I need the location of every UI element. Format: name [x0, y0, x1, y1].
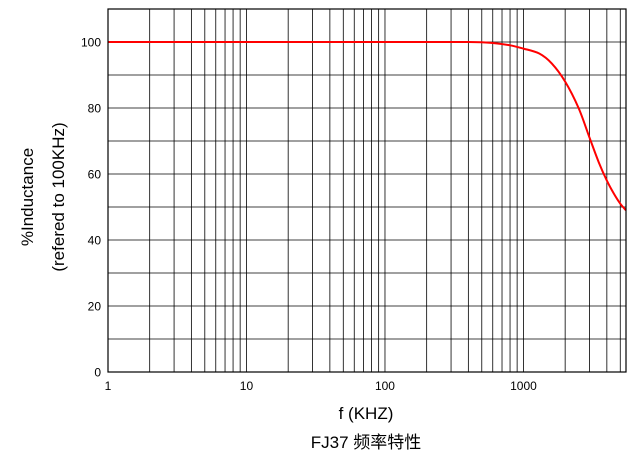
plot-frame — [107, 8, 627, 373]
y-tick-label: 20 — [88, 300, 102, 314]
y-tick-label: 60 — [88, 168, 102, 182]
y-tick-label: 40 — [88, 234, 102, 248]
x-tick-label: 1000 — [510, 379, 537, 393]
x-tick-label: 1 — [105, 379, 112, 393]
series-layer — [108, 40, 627, 211]
chart-title: FJ37 频率特性 — [311, 433, 422, 452]
x-axis-label: f (KHZ) — [339, 404, 394, 423]
y-tick-label: 80 — [88, 102, 102, 116]
x-tick-label: 10 — [240, 379, 254, 393]
y-axis-label-line-1: %Inductance — [18, 148, 37, 246]
y-tick-label: 0 — [94, 366, 101, 380]
y-tick-label: 100 — [81, 36, 101, 50]
grid — [108, 9, 626, 372]
y-axis-label-line-2: (refered to 100KHz) — [49, 122, 68, 271]
series-line — [108, 40, 627, 211]
y-axis-label: %Inductance (refered to 100KHz) — [18, 122, 68, 271]
tick-labels: 0 20 40 60 80 100 1 10 100 1000 — [81, 36, 537, 394]
x-tick-label: 100 — [375, 379, 395, 393]
